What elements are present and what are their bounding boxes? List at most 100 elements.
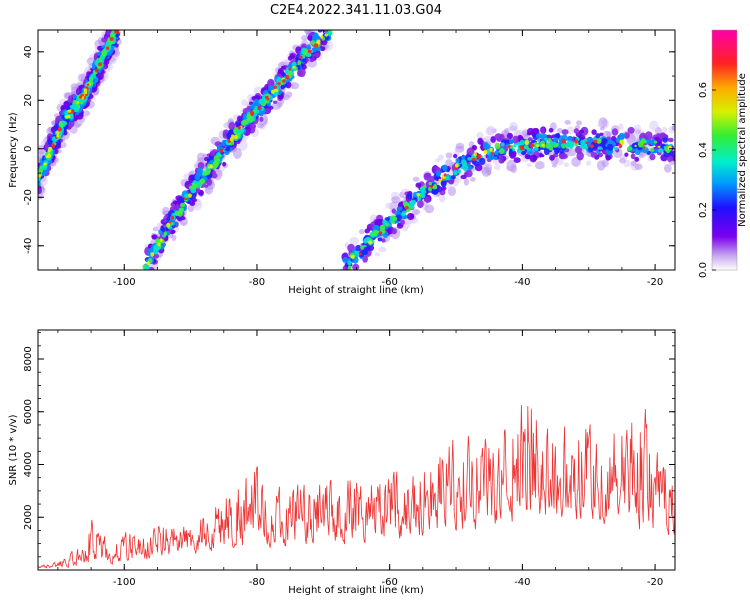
spectral-blob <box>312 32 319 40</box>
spectral-blob <box>267 102 271 107</box>
spectral-blob <box>657 145 661 148</box>
spectral-blob <box>274 88 278 93</box>
spectrogram-y-label: Frequency (Hz) <box>8 112 19 188</box>
spectral-blob <box>451 175 456 180</box>
spectral-blob <box>307 35 313 41</box>
snr-x-tick-label: -40 <box>514 577 530 588</box>
spectral-blob <box>498 156 504 164</box>
spectral-blob <box>483 149 488 155</box>
spectral-blob <box>113 14 122 21</box>
spectral-blob <box>379 231 383 235</box>
spectral-blob <box>405 205 409 210</box>
snr-x-tick-label: -100 <box>113 577 136 588</box>
spectral-blob <box>213 161 220 167</box>
spectral-blob <box>535 133 543 139</box>
spectrogram-x-tick-label: -20 <box>647 277 663 288</box>
spectral-blob <box>150 252 155 257</box>
spectral-blob <box>601 140 607 147</box>
spectral-blob <box>344 273 348 276</box>
spectral-blob <box>551 163 557 168</box>
spectral-blob <box>509 121 518 132</box>
spectral-blob <box>440 179 447 188</box>
spectral-blob <box>250 103 256 110</box>
spectral-blob <box>424 172 432 178</box>
spectral-blob <box>368 240 373 245</box>
spectral-blob <box>566 126 575 135</box>
spectral-blob <box>527 137 533 142</box>
spectral-blob <box>593 139 598 144</box>
spectral-blob <box>283 94 290 101</box>
spectral-blob <box>176 210 183 217</box>
spectral-blob <box>114 16 120 23</box>
spectral-blob <box>540 154 545 158</box>
spectrogram-y-ticks: -40 -20 0 20 40 <box>23 45 675 271</box>
spectral-blob <box>415 182 422 188</box>
spectral-blob <box>602 138 607 142</box>
spectral-blob <box>365 244 371 251</box>
spectral-blob <box>663 164 672 173</box>
spectral-blob <box>385 202 393 209</box>
spectral-blob <box>282 79 286 83</box>
spectral-blob <box>277 82 281 86</box>
spectral-blob <box>144 265 150 270</box>
spectral-blob <box>170 215 175 220</box>
spectral-blob <box>56 133 60 138</box>
spectral-blob <box>57 126 62 132</box>
spectral-blob <box>442 164 448 172</box>
spectral-blob <box>597 123 604 128</box>
snr-y-tick-label: 4000 <box>23 452 34 477</box>
spectral-blob <box>477 137 484 145</box>
spectral-blob <box>472 157 476 161</box>
spectral-blob <box>301 35 309 41</box>
spectral-blob <box>379 224 386 231</box>
colorbar-gradient <box>712 30 737 270</box>
spectral-blob <box>203 184 209 188</box>
spectrogram-marks <box>38 10 675 276</box>
spectral-blob <box>112 10 121 20</box>
spectral-blob <box>324 27 327 30</box>
spectral-blob <box>76 101 80 104</box>
spectral-blob <box>307 49 312 54</box>
spectral-blob <box>163 231 168 236</box>
spectral-blob <box>86 83 90 86</box>
spectral-blob <box>180 202 186 208</box>
spectral-blob <box>526 163 532 168</box>
spectral-blob <box>160 227 166 232</box>
spectral-blob <box>529 154 537 163</box>
spectral-blob <box>298 67 306 78</box>
spectral-blob <box>575 145 583 154</box>
spectral-blob <box>545 142 551 149</box>
spectral-blob <box>113 18 117 21</box>
spectral-blob <box>101 49 107 56</box>
spectral-blob <box>499 134 505 140</box>
spectral-blob <box>576 120 582 126</box>
spectral-blob <box>157 242 161 247</box>
spectral-blob <box>281 65 286 70</box>
snr-x-tick-label: -20 <box>647 577 663 588</box>
spectral-blob <box>440 186 447 191</box>
spectral-blob <box>280 85 285 90</box>
spectral-blob <box>405 209 410 213</box>
spectral-blob <box>423 198 429 202</box>
spectral-blob <box>445 152 453 159</box>
spectral-blob <box>601 159 609 168</box>
colorbar-tick-label: 0.4 <box>698 142 709 158</box>
spectral-blob <box>313 43 319 48</box>
spectral-blob <box>596 138 602 144</box>
spectral-blob <box>406 192 413 200</box>
spectral-blob <box>460 174 467 180</box>
spectral-blob <box>194 174 201 181</box>
spectral-blob <box>166 222 171 228</box>
spectral-blob <box>457 169 462 174</box>
spectral-blob <box>589 144 594 148</box>
spectral-blob <box>301 43 307 49</box>
spectral-blob <box>509 144 514 150</box>
spectral-blob <box>417 199 424 209</box>
spectral-blob <box>190 188 197 194</box>
spectral-blob <box>161 206 170 216</box>
spectral-blob <box>537 138 540 142</box>
spectral-blob <box>285 70 289 74</box>
snr-y-tick-label: 6000 <box>23 399 34 424</box>
spectral-blob <box>438 178 442 183</box>
spectral-blob <box>218 154 222 158</box>
